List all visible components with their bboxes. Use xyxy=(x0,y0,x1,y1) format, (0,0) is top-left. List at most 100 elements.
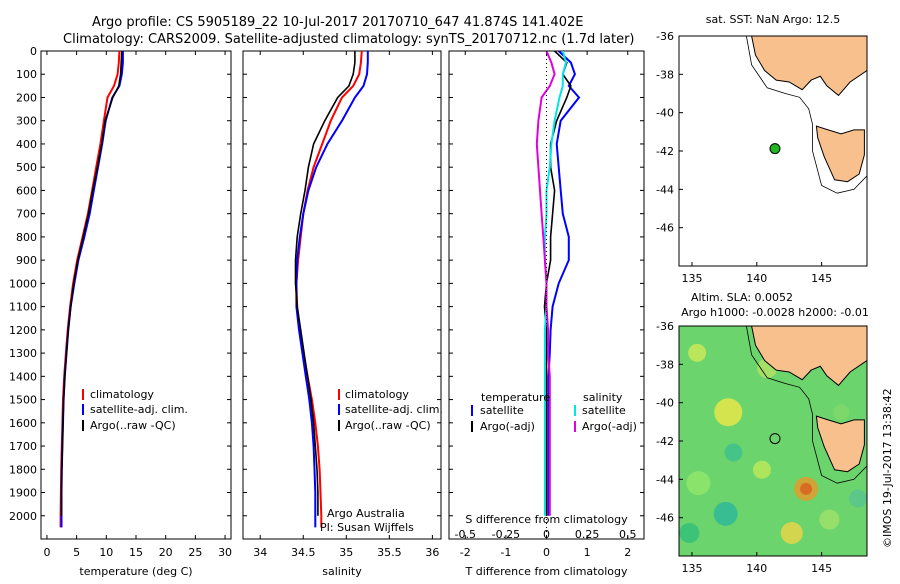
sla-anomaly-blob xyxy=(833,404,850,421)
x-tick-label: 35.5 xyxy=(377,546,402,559)
tasmania-land xyxy=(815,125,865,183)
sla-anomaly-blob xyxy=(819,509,840,530)
float-marker xyxy=(769,143,781,155)
x-tick-label: 34 xyxy=(253,546,267,559)
y-tick-label: 1400 xyxy=(9,370,37,383)
series-line xyxy=(295,51,369,528)
x-tick-label: 0 xyxy=(43,546,50,559)
x-tick-label: 135 xyxy=(681,562,702,575)
sla-map-panel: -36 -38 -40 -42 -44 -46 135 140 145 Altim. SLA: 0… xyxy=(656,291,869,575)
sla-anomaly-blob xyxy=(848,489,867,508)
difference-profile-panel: -2 -1 0 1 2 T difference from climatology S di… xyxy=(448,50,645,578)
x-axis-label-top: S difference from climatology xyxy=(465,513,628,526)
y-tick-label: 0 xyxy=(30,45,37,58)
x-axis-label: temperature (deg C) xyxy=(79,565,192,578)
plot-frame xyxy=(40,50,232,540)
legend-header-temperature: temperature xyxy=(481,391,550,404)
x-tick-label: 145 xyxy=(811,272,832,285)
annotation-institution: Argo Australia xyxy=(327,507,405,520)
x-tick-label: 20 xyxy=(159,546,173,559)
annotation-pi: PI: Susan Wijffels xyxy=(320,521,414,534)
y-tick-label: 1800 xyxy=(9,463,37,476)
series-line xyxy=(535,51,556,516)
map-title-sla: Altim. SLA: 0.0052 xyxy=(691,291,793,304)
y-tick-label: -46 xyxy=(656,512,674,525)
legend-label: climatology xyxy=(345,388,409,401)
x-tick-label: 1 xyxy=(584,546,591,559)
salinity-profile-panel: 34 34.5 35 35.5 36 salinity climatology satelli… xyxy=(242,50,443,578)
sla-anomaly-blob xyxy=(686,471,711,496)
x-tick-label-top: -0.25 xyxy=(492,528,520,541)
x-axis-label: T difference from climatology xyxy=(465,565,628,578)
shelf-contour xyxy=(746,326,867,484)
tasmania-land xyxy=(815,415,865,473)
y-tick-label: -42 xyxy=(656,435,674,448)
y-tick-label: 1500 xyxy=(9,394,37,407)
legend-label: satellite-adj. clim. xyxy=(90,403,188,416)
x-tick-label: 36 xyxy=(425,546,439,559)
map-body xyxy=(679,36,867,266)
sla-anomaly-blob xyxy=(724,443,743,462)
series-group xyxy=(294,51,369,528)
map-title: sat. SST: NaN Argo: 12.5 xyxy=(706,13,840,26)
y-tick-label: 500 xyxy=(16,161,37,174)
sla-anomaly-blob xyxy=(800,482,813,495)
x-tick-label-top: 0 xyxy=(543,528,550,541)
y-tick-label: 1200 xyxy=(9,324,37,337)
y-tick-label: 1100 xyxy=(9,301,37,314)
y-tick-label: 1000 xyxy=(9,277,37,290)
x-axis-label: salinity xyxy=(322,565,362,578)
x-tick-label: 5 xyxy=(73,546,80,559)
y-tick-label: 1700 xyxy=(9,440,37,453)
header-title-line2: Climatology: CARS2009. Satellite-adjuste… xyxy=(63,32,635,47)
sla-anomaly-blob xyxy=(679,523,700,543)
y-tick-label: 2000 xyxy=(9,510,37,523)
y-tick-label: 400 xyxy=(16,138,37,151)
x-tick-label-top: 0.5 xyxy=(619,528,637,541)
y-tick-label: 300 xyxy=(16,115,37,128)
x-tick-label: 35 xyxy=(339,546,353,559)
legend-label: climatology xyxy=(90,388,154,401)
sla-anomaly-blob xyxy=(688,343,707,362)
x-tick-label: 10 xyxy=(99,546,113,559)
x-tick-label: 34.5 xyxy=(291,546,316,559)
x-tick-label: -2 xyxy=(460,546,471,559)
x-tick-label-top: 0.25 xyxy=(575,528,600,541)
x-tick-label: 140 xyxy=(746,272,767,285)
series-line xyxy=(60,51,123,516)
sst-map-panel: -36 -38 -40 -42 -44 -46 135 140 145 sat. SST: NaN… xyxy=(656,13,868,285)
mainland-land xyxy=(751,326,867,387)
legend-label: satellite-adj. clim. xyxy=(345,403,443,416)
series-line xyxy=(547,51,581,516)
series-line xyxy=(294,51,356,516)
imos-stamp: ©IMOS 19-Jul-2017 13:38:42 xyxy=(881,388,894,548)
legend-label: Argo(-adj) xyxy=(582,420,637,433)
y-tick-label: 100 xyxy=(16,68,37,81)
y-tick-label: -38 xyxy=(656,68,674,81)
x-tick-label: 30 xyxy=(218,546,232,559)
sla-anomaly-blob xyxy=(713,501,738,526)
y-tick-label: -40 xyxy=(656,107,674,120)
y-tick-label: -44 xyxy=(656,473,674,486)
float-marker xyxy=(769,433,781,445)
y-tick-label: 700 xyxy=(16,208,37,221)
y-tick-label: -38 xyxy=(656,358,674,371)
legend-header-salinity: salinity xyxy=(583,391,623,404)
temperature-profile-panel: 0100200300400500600700800900100011001200… xyxy=(9,45,232,578)
y-tick-label: 1300 xyxy=(9,347,37,360)
x-tick-label-top: -0.5 xyxy=(455,528,476,541)
legend-label: Argo(..raw -QC) xyxy=(345,419,431,432)
y-tick-label: 200 xyxy=(16,91,37,104)
x-tick-label: -1 xyxy=(500,546,511,559)
sla-anomaly-blob xyxy=(780,522,803,544)
y-tick-label: 1600 xyxy=(9,417,37,430)
y-tick-label: -46 xyxy=(656,222,674,235)
legend-label: Argo(..raw -QC) xyxy=(90,419,176,432)
y-tick-label: 1900 xyxy=(9,487,37,500)
y-tick-label: -36 xyxy=(656,320,674,333)
series-line xyxy=(543,51,572,516)
y-tick-label: 800 xyxy=(16,231,37,244)
x-tick-label: 25 xyxy=(188,546,202,559)
sla-anomaly-blob xyxy=(714,398,743,427)
